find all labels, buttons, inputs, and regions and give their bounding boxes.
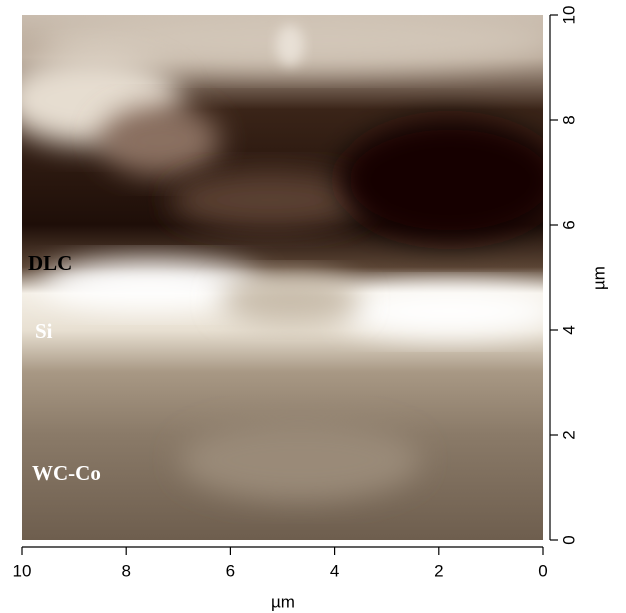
x-tick-label: 6 — [226, 561, 235, 580]
y-tick-label: 6 — [559, 220, 578, 229]
y-tick-label: 2 — [559, 430, 578, 439]
y-tick-label: 8 — [559, 115, 578, 124]
x-tick-label: 2 — [434, 561, 443, 580]
annotation: Si — [35, 319, 53, 343]
x-axis-label: µm — [271, 592, 295, 611]
x-tick-label: 10 — [13, 561, 32, 580]
x-tick-label: 4 — [330, 561, 339, 580]
x-tick-label: 0 — [538, 561, 547, 580]
annotation: WC-Co — [32, 461, 101, 485]
y-tick-label: 0 — [559, 535, 578, 544]
y-tick-label: 4 — [559, 325, 578, 334]
y-tick-label: 10 — [559, 6, 578, 25]
y-axis-label: µm — [589, 266, 608, 290]
annotation: DLC — [28, 251, 72, 275]
x-tick-label: 8 — [121, 561, 130, 580]
afm-image — [22, 15, 543, 540]
